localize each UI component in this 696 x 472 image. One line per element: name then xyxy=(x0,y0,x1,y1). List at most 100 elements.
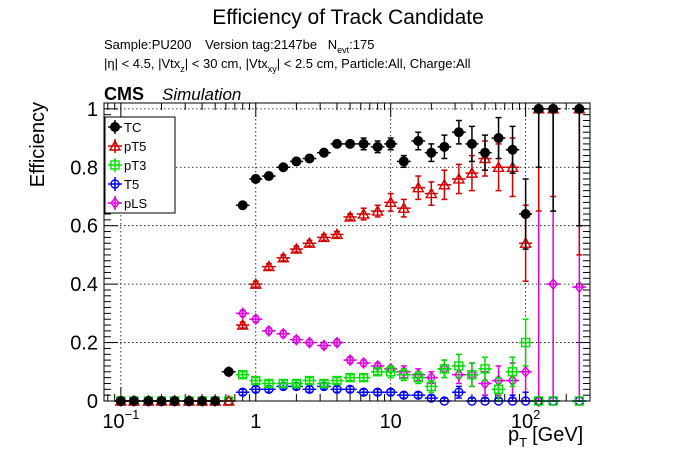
data-point xyxy=(291,156,302,167)
data-point xyxy=(236,318,249,330)
data-point xyxy=(533,394,544,408)
nevt-subscript: evt xyxy=(337,45,350,55)
data-point xyxy=(425,187,438,199)
data-point xyxy=(574,280,585,294)
data-point xyxy=(372,141,383,152)
data-point xyxy=(238,387,248,397)
data-point xyxy=(452,172,466,184)
data-point xyxy=(413,135,424,146)
data-point xyxy=(358,138,369,149)
data-point xyxy=(262,260,276,272)
data-point xyxy=(413,390,423,400)
cuts-mid: | < 30 cm, |Vtx xyxy=(185,56,268,71)
data-point xyxy=(533,103,544,114)
data-point xyxy=(303,236,316,248)
data-point xyxy=(345,372,355,383)
y-tick-label: 0.8 xyxy=(70,157,98,179)
data-point xyxy=(493,133,504,144)
data-point xyxy=(278,378,289,389)
data-point xyxy=(345,353,355,367)
legend-label-pt5: pT5 xyxy=(124,139,146,154)
data-point xyxy=(319,378,329,389)
x-tick-label-base: 10 xyxy=(511,411,533,433)
data-point xyxy=(263,171,274,182)
data-point xyxy=(520,365,531,378)
data-point xyxy=(454,387,464,397)
data-point xyxy=(386,387,396,397)
data-point xyxy=(520,337,531,348)
data-point xyxy=(385,138,396,149)
data-point xyxy=(426,381,437,392)
data-point xyxy=(507,367,518,377)
legend-marker-tc xyxy=(110,122,120,132)
data-point xyxy=(345,384,355,395)
legend-marker-t5 xyxy=(110,179,120,189)
data-point xyxy=(277,251,290,263)
data-point xyxy=(548,278,559,291)
data-point xyxy=(439,141,450,152)
data-point xyxy=(345,138,356,149)
data-point xyxy=(453,368,464,381)
x-axis-label-sub: T xyxy=(519,435,527,450)
y-tick-label: 0.6 xyxy=(70,216,98,238)
x-tick-label: 10−1 xyxy=(102,407,139,433)
data-point xyxy=(454,361,464,371)
data-point xyxy=(249,277,262,289)
data-point xyxy=(438,178,451,190)
data-point xyxy=(507,144,518,155)
cuts-info: |η| < 4.5, |Vtxz| < 30 cm, |Vtxxy| < 2.5… xyxy=(104,56,471,74)
data-point xyxy=(343,210,357,222)
data-point xyxy=(278,162,289,173)
plot-frame xyxy=(103,102,591,402)
data-point xyxy=(358,387,369,397)
data-point xyxy=(263,324,274,338)
data-point xyxy=(399,390,409,400)
data-point xyxy=(304,384,315,395)
vtxxy-subscript: xy xyxy=(268,64,278,74)
x-tick-label-exponent: 2 xyxy=(533,407,540,422)
data-point xyxy=(439,364,450,374)
legend-marker-pls xyxy=(110,196,120,210)
data-point xyxy=(386,367,396,377)
y-tick-label: 0.4 xyxy=(70,274,98,296)
data-point xyxy=(412,181,425,193)
legend-label-tc: TC xyxy=(124,120,141,135)
data-point xyxy=(290,242,303,254)
data-point xyxy=(250,173,261,184)
data-point xyxy=(264,378,274,389)
data-point xyxy=(291,378,302,389)
sample-label: Sample:PU200 xyxy=(104,37,191,52)
vtxz-subscript: z xyxy=(180,64,185,74)
data-point xyxy=(358,356,369,370)
data-point xyxy=(413,372,423,383)
y-tick-label: 1 xyxy=(87,99,98,121)
data-point xyxy=(332,336,342,349)
data-point xyxy=(318,147,329,158)
data-point xyxy=(372,387,383,397)
data-point xyxy=(237,307,248,320)
y-tick-label: 0.2 xyxy=(70,333,98,355)
data-point xyxy=(465,166,479,178)
data-point xyxy=(332,375,342,386)
data-point xyxy=(467,370,477,380)
data-point xyxy=(319,339,329,352)
x-axis-label: pT [GeV] xyxy=(508,424,583,450)
data-point xyxy=(250,313,261,326)
legend-label-pt3: pT3 xyxy=(124,158,146,173)
x-tick-label: 10 xyxy=(380,411,402,433)
version-tag: Version tag:2147be xyxy=(205,37,317,52)
legend-label-pls: pLS xyxy=(124,196,147,211)
y-tick-label: 0 xyxy=(87,391,98,413)
x-tick-label: 1 xyxy=(250,411,261,433)
data-point xyxy=(372,367,383,377)
data-point xyxy=(304,375,315,386)
data-point xyxy=(480,377,490,390)
data-point xyxy=(358,372,369,383)
data-point xyxy=(398,156,409,167)
data-point xyxy=(237,200,248,211)
y-axis-label: Efficiency xyxy=(27,102,49,187)
data-point xyxy=(251,384,261,395)
data-point xyxy=(304,153,315,164)
x-tick-label: 102 xyxy=(511,407,540,433)
data-point xyxy=(466,138,477,149)
